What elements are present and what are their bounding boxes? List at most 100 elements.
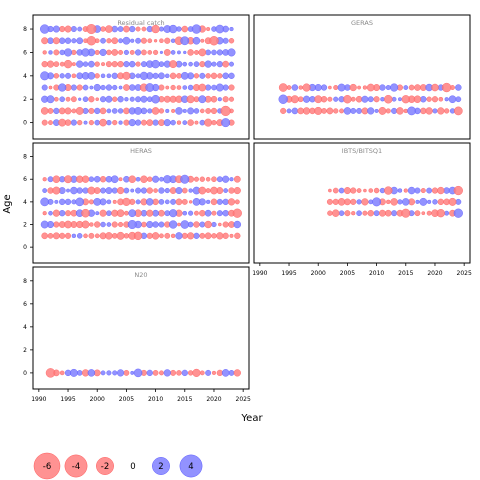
residual-point (163, 119, 171, 127)
residual-point (88, 176, 95, 182)
residual-point (402, 198, 410, 206)
legend: -6 -4 -2 0 2 4 (33, 452, 203, 480)
residual-point (233, 187, 241, 195)
residual-point (127, 220, 137, 229)
residual-point (151, 59, 160, 69)
residual-point (314, 95, 323, 104)
residual-point (204, 232, 212, 240)
residual-point (198, 186, 207, 195)
legend-label: -6 (43, 462, 51, 472)
residual-point (45, 368, 56, 378)
residual-point (384, 186, 393, 195)
residual-point (209, 36, 219, 46)
residual-point (129, 49, 135, 55)
panel-residual-catch: Residual catch (32, 14, 250, 140)
residual-point (362, 210, 368, 216)
residual-point (170, 119, 176, 126)
residual-point (344, 210, 351, 217)
residual-point (205, 108, 212, 114)
y-tick-label: 6 (23, 49, 27, 56)
residual-point (403, 108, 408, 114)
residual-point (170, 84, 176, 91)
residual-point (130, 38, 135, 43)
residual-point (48, 210, 53, 216)
residual-point (280, 107, 287, 114)
residual-point (215, 24, 225, 34)
residual-point (210, 198, 218, 206)
residual-point (215, 83, 224, 92)
residual-point (332, 187, 339, 194)
residual-point (438, 96, 444, 102)
residual-point (337, 83, 346, 92)
residual-point (198, 83, 207, 92)
residual-point (328, 188, 332, 193)
residual-point (169, 72, 177, 80)
residual-point (94, 49, 100, 55)
residual-point (101, 62, 106, 67)
residual-point (146, 209, 154, 217)
residual-point (222, 37, 229, 44)
residual-point (94, 107, 101, 115)
residual-point (180, 36, 190, 46)
residual-point (164, 187, 170, 194)
residual-point (152, 72, 159, 79)
residual-point (88, 199, 94, 205)
residual-point (52, 232, 60, 240)
residual-point (413, 95, 422, 103)
residual-point (112, 199, 117, 204)
residual-point (216, 369, 223, 377)
residual-point (65, 210, 72, 217)
y-tick-label: 0 (23, 370, 27, 377)
residual-point (117, 108, 124, 114)
residual-point (181, 232, 188, 239)
residual-point (123, 84, 130, 91)
residual-point (128, 209, 137, 218)
residual-point (169, 60, 178, 69)
residual-point (291, 107, 299, 115)
residual-point (228, 38, 235, 44)
residual-point (53, 49, 60, 56)
residual-point (420, 107, 427, 115)
residual-point (193, 61, 200, 67)
residual-point (199, 232, 206, 239)
residual-point (118, 49, 124, 55)
residual-point (278, 94, 288, 104)
residual-point (211, 176, 217, 183)
residual-point (99, 48, 107, 56)
y-tick-label: 8 (23, 278, 27, 285)
residual-point (158, 84, 165, 91)
residual-point (228, 72, 235, 79)
residual-point (386, 199, 391, 205)
residual-point (122, 36, 131, 45)
residual-point (333, 96, 339, 102)
residual-point (448, 197, 457, 206)
residual-point (426, 187, 433, 194)
residual-point (343, 95, 352, 104)
residual-point (122, 71, 131, 80)
residual-point (373, 187, 380, 194)
residual-point (391, 96, 397, 102)
residual-point (129, 60, 136, 68)
residual-point (321, 108, 327, 114)
residual-point (146, 220, 154, 229)
residual-point (420, 188, 426, 194)
residual-point (176, 85, 182, 90)
residual-point (194, 210, 199, 216)
y-tick-label: 4 (23, 324, 27, 331)
residual-point (48, 120, 53, 126)
x-tick-label: 2025 (457, 270, 472, 277)
residual-point (86, 24, 97, 35)
residual-point (286, 85, 292, 90)
residual-point (47, 108, 54, 114)
residual-point (152, 119, 159, 126)
residual-point (112, 96, 118, 102)
residual-point (111, 37, 119, 45)
residual-point (182, 61, 188, 67)
residual-point (192, 36, 201, 45)
residual-point (54, 199, 59, 204)
residual-point (222, 96, 229, 103)
residual-point (129, 25, 136, 33)
residual-point (159, 233, 164, 239)
residual-point (89, 85, 94, 90)
y-tick-label: 0 (23, 244, 27, 251)
